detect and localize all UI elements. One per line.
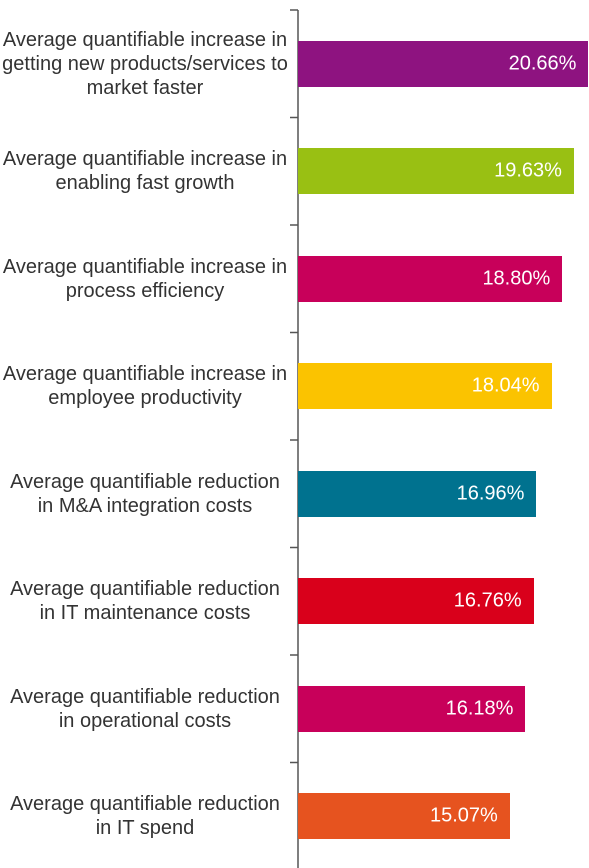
bar: 18.80% [298,255,563,302]
value-label: 19.63% [494,159,562,182]
bar: 16.96% [298,470,537,517]
category-label: Average quantifiable reduction in M&A in… [10,470,280,517]
value-label: 16.96% [456,482,525,505]
category-label: Average quantifiable increase in process… [2,255,288,302]
category-label: Average quantifiable increase in enablin… [2,148,288,195]
bar: 20.66% [298,40,589,87]
value-label: 16.76% [453,589,522,612]
bar: 16.76% [298,578,534,625]
value-label: 15.07% [430,804,498,827]
value-label: 18.04% [471,374,540,397]
category-label: Average quantifiable increase in getting… [2,28,288,99]
bar: 15.07% [298,793,510,840]
value-label: 16.18% [445,697,514,720]
bar: 16.18% [298,685,526,732]
value-label: 20.66% [508,52,577,75]
bar: 19.63% [298,148,574,195]
bar: 18.04% [298,363,552,410]
category-label: Average quantifiable reduction in IT mai… [10,578,280,625]
category-label: Average quantifiable reduction in operat… [10,685,280,732]
category-label: Average quantifiable reduction in IT spe… [10,793,280,840]
category-label: Average quantifiable increase in employe… [2,363,288,410]
value-label: 18.80% [482,267,551,290]
